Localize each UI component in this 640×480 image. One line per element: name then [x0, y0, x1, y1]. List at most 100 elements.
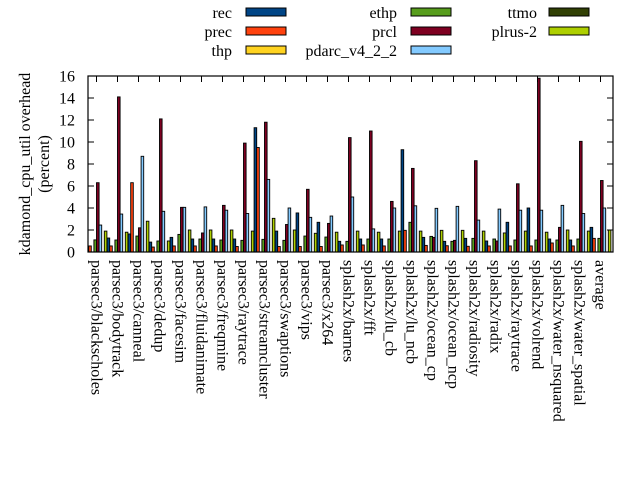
- x-tick-label: parsec3/canneal: [130, 260, 147, 363]
- x-tick-label: parsec3/streamcluster: [256, 260, 273, 399]
- legend-swatch-prec: [245, 26, 287, 36]
- bar-plrus-2-8: [271, 217, 276, 253]
- bar-prec-18: [466, 245, 470, 253]
- bar-plrus-2-9: [292, 229, 297, 253]
- y-tick-label: 14: [59, 91, 75, 108]
- x-tick-label: splash2x/radiosity: [466, 260, 483, 376]
- x-tick-label: splash2x/ocean_ncp: [445, 260, 462, 389]
- legend-label-thp: thp: [212, 43, 232, 60]
- bar-prec-17: [445, 245, 449, 253]
- bar-plrus-2-7: [250, 230, 255, 253]
- x-tick-label: parsec3/swaptions: [277, 260, 294, 377]
- bar-prec-22: [550, 242, 554, 253]
- bar-prec-8: [256, 147, 260, 253]
- legend-label-plrus-2: plrus-2: [492, 24, 537, 41]
- bar-pdarc_v4_2_2-12: [350, 196, 355, 253]
- bar-rec-21: [526, 207, 531, 253]
- bar-prec-4: [172, 245, 176, 253]
- bar-prec-1: [109, 245, 113, 253]
- bar-prec-16: [424, 244, 428, 253]
- legend-swatch-ttmo: [548, 7, 590, 17]
- bar-pdarc_v4_2_2-18: [476, 219, 481, 253]
- bar-prec-10: [298, 246, 302, 253]
- legend: rec prec thp ethp prcl pdarc_v4_2_2 ttmo plrus-…: [204, 5, 590, 60]
- x-tick-label: parsec3/x264: [319, 260, 336, 345]
- legend-swatch-ethp: [410, 7, 452, 17]
- y-tick-label: 12: [59, 113, 75, 130]
- bar-prec-2: [130, 182, 134, 253]
- bars: [88, 77, 612, 253]
- y-tick-label: 8: [67, 157, 75, 174]
- bar-pdarc_v4_2_2-11: [329, 215, 334, 253]
- bar-prec-23: [571, 245, 575, 253]
- x-tick-label: parsec3/bodytrack: [109, 260, 126, 377]
- bar-plrus-2-4: [187, 229, 192, 253]
- bar-plrus-2-10: [313, 232, 318, 253]
- x-tick-label: splash2x/barnes: [340, 260, 357, 362]
- x-tick-label: splash2x/fft: [361, 260, 378, 336]
- bar-pdarc_v4_2_2-23: [581, 213, 586, 253]
- bar-pdarc_v4_2_2-24: [602, 207, 607, 253]
- bar-prec-0: [88, 245, 92, 253]
- bar-plrus-2-18: [481, 230, 486, 253]
- bar-plrus-2-20: [523, 230, 528, 253]
- legend-label-prcl: prcl: [372, 24, 397, 41]
- bar-pdarc_v4_2_2-3: [161, 210, 166, 253]
- bar-pdarc_v4_2_2-21: [539, 209, 544, 253]
- bar-plrus-2-12: [355, 230, 360, 253]
- bar-pdarc_v4_2_2-4: [182, 206, 187, 253]
- x-tick-label: splash2x/ocean_cp: [424, 260, 441, 381]
- x-tick-label: splash2x/water_spatial: [571, 260, 588, 406]
- legend-label-ethp: ethp: [369, 5, 397, 22]
- y-tick-label: 0: [67, 245, 75, 262]
- bar-prec-6: [214, 245, 218, 253]
- bar-prec-14: [382, 245, 386, 253]
- bar-plrus-2-6: [229, 229, 234, 253]
- bar-plrus-2-17: [460, 229, 465, 253]
- bar-pdarc_v4_2_2-10: [308, 216, 313, 253]
- legend-swatch-pdarc_v4_2_2: [410, 45, 452, 55]
- legend-swatch-plrus-2: [548, 26, 590, 36]
- bar-prec-21: [529, 245, 533, 253]
- bar-pdarc_v4_2_2-17: [455, 205, 460, 253]
- y-tick-label: 2: [67, 223, 75, 240]
- bar-plrus-2-1: [124, 231, 129, 253]
- bar-plrus-2-21: [544, 231, 549, 253]
- bar-plrus-2-19: [502, 232, 507, 253]
- bar-plrus-2-14: [397, 230, 402, 253]
- bar-pdarc_v4_2_2-1: [119, 213, 124, 253]
- x-tick-label: parsec3/blackscholes: [88, 260, 105, 395]
- bar-plrus-2-13: [376, 231, 381, 253]
- legend-label-ttmo: ttmo: [508, 5, 537, 22]
- y-axis-label-unit: (percent): [36, 135, 53, 193]
- bar-prec-12: [340, 244, 344, 253]
- legend-swatch-prcl: [410, 26, 452, 36]
- bar-pdarc_v4_2_2-9: [287, 207, 292, 253]
- bar-plrus-2-5: [208, 229, 213, 253]
- bar-plrus-2-16: [439, 229, 444, 253]
- bar-prec-15: [403, 229, 407, 253]
- x-tick-label: splash2x/lu_cb: [382, 260, 399, 356]
- bar-prec-11: [319, 246, 323, 253]
- legend-swatch-rec: [245, 7, 287, 17]
- bar-prec-9: [277, 246, 281, 253]
- bar-pdarc_v4_2_2-6: [224, 209, 229, 253]
- x-tick-label: splash2x/lu_ncb: [403, 260, 420, 364]
- bar-pdarc_v4_2_2-19: [497, 208, 502, 253]
- y-axis-label: kdamond_cpu_util overhead: [17, 73, 34, 256]
- x-tick-label: splash2x/volrend: [529, 260, 546, 369]
- legend-swatch-thp: [245, 45, 287, 55]
- y-tick-label: 6: [67, 179, 75, 196]
- bar-prec-19: [487, 245, 491, 253]
- bar-pdarc_v4_2_2-20: [518, 209, 523, 253]
- x-tick-label: splash2x/water_nsquared: [550, 260, 567, 422]
- bar-pdarc_v4_2_2-5: [203, 206, 208, 253]
- bar-pdarc_v4_2_2-7: [245, 213, 250, 253]
- bar-prec-3: [151, 246, 155, 253]
- bar-prec-20: [508, 245, 512, 253]
- bar-plrus-2-22: [565, 229, 570, 253]
- bar-plrus-2-15: [418, 230, 423, 253]
- bar-plrus-2-3: [166, 240, 171, 253]
- x-tick-label: average: [592, 260, 609, 310]
